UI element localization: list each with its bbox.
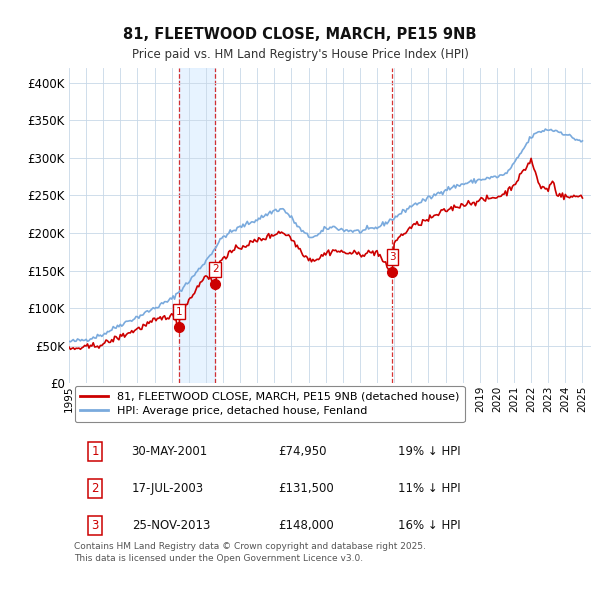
Text: £148,000: £148,000: [278, 519, 334, 532]
Text: 16% ↓ HPI: 16% ↓ HPI: [398, 519, 460, 532]
Text: 3: 3: [91, 519, 99, 532]
Text: 30-MAY-2001: 30-MAY-2001: [131, 445, 208, 458]
Text: 19% ↓ HPI: 19% ↓ HPI: [398, 445, 460, 458]
Text: 3: 3: [389, 252, 396, 262]
Text: 11% ↓ HPI: 11% ↓ HPI: [398, 482, 460, 495]
Text: £74,950: £74,950: [278, 445, 326, 458]
Text: Price paid vs. HM Land Registry's House Price Index (HPI): Price paid vs. HM Land Registry's House …: [131, 48, 469, 61]
Text: 17-JUL-2003: 17-JUL-2003: [131, 482, 204, 495]
Text: 1: 1: [175, 307, 182, 317]
Text: Contains HM Land Registry data © Crown copyright and database right 2025.
This d: Contains HM Land Registry data © Crown c…: [74, 542, 426, 563]
Text: 25-NOV-2013: 25-NOV-2013: [131, 519, 210, 532]
Text: 2: 2: [212, 264, 218, 274]
Legend: 81, FLEETWOOD CLOSE, MARCH, PE15 9NB (detached house), HPI: Average price, detac: 81, FLEETWOOD CLOSE, MARCH, PE15 9NB (de…: [74, 386, 465, 422]
Text: £131,500: £131,500: [278, 482, 334, 495]
Text: 1: 1: [91, 445, 99, 458]
Bar: [179, 68, 215, 383]
Text: 2: 2: [91, 482, 99, 495]
Text: 81, FLEETWOOD CLOSE, MARCH, PE15 9NB: 81, FLEETWOOD CLOSE, MARCH, PE15 9NB: [123, 27, 477, 41]
